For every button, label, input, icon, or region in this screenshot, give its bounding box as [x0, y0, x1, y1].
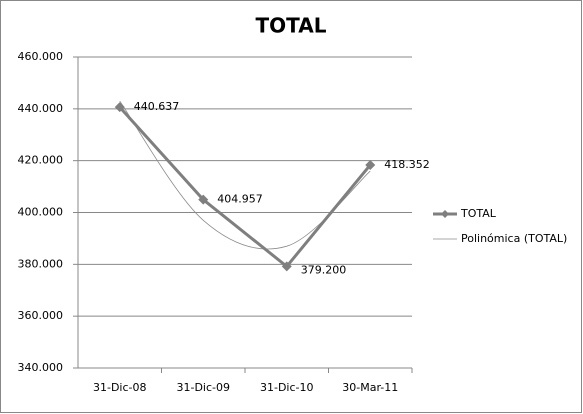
y-tick-label: 340.000 [18, 361, 64, 374]
series-line [118, 106, 372, 269]
y-tick-label: 360.000 [18, 309, 64, 322]
data-label: 440.637 [134, 100, 180, 113]
data-label: 418.352 [384, 158, 430, 171]
x-tick-label: 31-Dic-10 [260, 381, 314, 394]
legend-marker [441, 210, 449, 218]
x-tick-label: 31-Dic-09 [176, 381, 230, 394]
marker [281, 261, 292, 272]
legend-label: Polinómica (TOTAL) [461, 232, 567, 245]
data-label: 404.957 [217, 193, 263, 206]
marker [365, 159, 376, 170]
y-tick-label: 380.000 [18, 257, 64, 270]
chart-title: TOTAL [256, 14, 327, 38]
y-tick-label: 420.000 [18, 154, 64, 167]
x-tick-label: 30-Mar-11 [342, 381, 398, 394]
x-tick-label: 31-Dic-08 [93, 381, 147, 394]
legend-label: TOTAL [460, 207, 497, 220]
marker [114, 102, 125, 113]
data-label: 379.200 [301, 263, 347, 276]
marker [198, 194, 209, 205]
y-tick-label: 440.000 [18, 102, 64, 115]
y-tick-label: 460.000 [18, 50, 64, 63]
y-tick-label: 400.000 [18, 206, 64, 219]
